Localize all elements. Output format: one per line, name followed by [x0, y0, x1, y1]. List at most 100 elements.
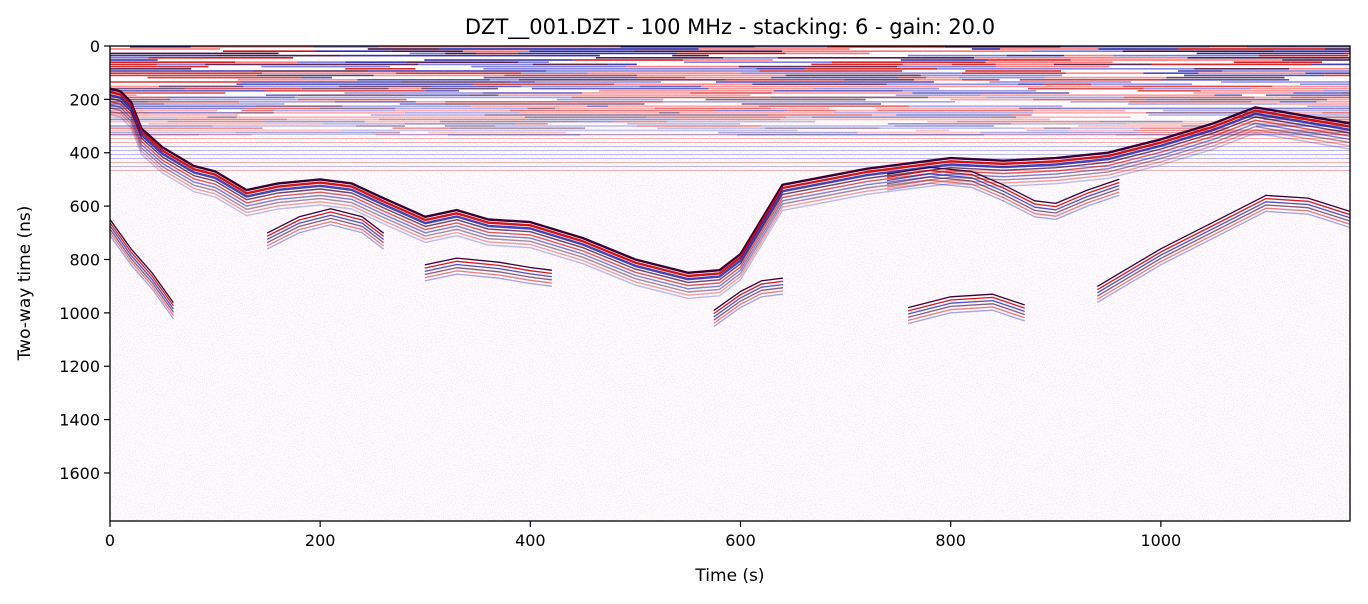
- band-segment: [787, 110, 835, 112]
- band-segment: [608, 64, 637, 66]
- band-segment: [1071, 59, 1184, 61]
- band-segment: [694, 108, 771, 110]
- band-segment: [1092, 72, 1144, 74]
- band-segment: [949, 130, 1026, 132]
- ringing-line: [110, 146, 1350, 147]
- band-segment: [257, 75, 374, 77]
- plot-area: [110, 46, 1368, 521]
- band-segment: [1215, 94, 1242, 96]
- band-segment: [952, 64, 996, 66]
- band-segment: [1316, 101, 1368, 103]
- band-segment: [1234, 61, 1259, 63]
- band-segment: [1259, 55, 1349, 57]
- band-segment: [726, 79, 815, 81]
- band-segment: [759, 70, 902, 72]
- band-segment: [773, 59, 901, 61]
- band-segment: [572, 97, 726, 99]
- band-segment: [603, 68, 757, 70]
- band-segment: [1327, 99, 1368, 101]
- band-segment: [957, 121, 1099, 123]
- x-tick-label: 1000: [1140, 531, 1181, 550]
- band-segment: [969, 116, 990, 118]
- band-segment: [834, 112, 957, 114]
- band-segment: [637, 64, 770, 66]
- band-segment: [400, 103, 445, 105]
- band-segment: [168, 97, 294, 99]
- band-segment: [358, 79, 490, 81]
- band-segment: [590, 88, 627, 90]
- band-segment: [542, 103, 645, 105]
- band-segment: [1184, 59, 1283, 61]
- band-segment: [674, 130, 798, 132]
- band-segment: [445, 103, 542, 105]
- band-segment: [614, 83, 752, 85]
- band-segment: [811, 101, 956, 103]
- band-segment: [1305, 72, 1368, 74]
- band-segment: [471, 66, 626, 68]
- band-segment: [444, 70, 547, 72]
- band-segment: [683, 59, 773, 61]
- x-tick-label: 600: [725, 531, 756, 550]
- band-segment: [1232, 66, 1368, 68]
- band-segment: [295, 97, 402, 99]
- band-segment: [510, 110, 662, 112]
- band-segment: [220, 48, 368, 50]
- band-segment: [339, 86, 432, 88]
- band-segment: [638, 77, 686, 79]
- band-segment: [1223, 86, 1272, 88]
- band-segment: [110, 79, 238, 81]
- band-segment: [787, 116, 813, 118]
- band-segment: [1293, 92, 1341, 94]
- band-segment: [110, 61, 235, 63]
- band-segment: [392, 50, 463, 52]
- band-segment: [1162, 79, 1290, 81]
- band-segment: [485, 114, 622, 116]
- band-segment: [535, 81, 661, 83]
- band-segment: [1069, 130, 1133, 132]
- band-segment: [1011, 123, 1127, 125]
- band-segment: [440, 48, 577, 50]
- band-segment: [484, 77, 638, 79]
- band-segment: [159, 86, 243, 88]
- band-segment: [898, 77, 926, 79]
- band-segment: [518, 53, 678, 55]
- band-segment: [110, 90, 265, 92]
- band-segment: [315, 50, 392, 52]
- band-segment: [829, 108, 875, 110]
- band-segment: [389, 88, 422, 90]
- band-segment: [655, 108, 694, 110]
- band-segment: [212, 53, 278, 55]
- x-tick-label: 200: [305, 531, 336, 550]
- band-segment: [647, 116, 787, 118]
- band-segment: [110, 77, 148, 79]
- band-segment: [786, 53, 870, 55]
- band-segment: [110, 70, 252, 72]
- band-segment: [577, 48, 618, 50]
- band-segment: [844, 79, 914, 81]
- band-segment: [266, 94, 298, 96]
- band-segment: [456, 55, 600, 57]
- band-segment: [1028, 88, 1144, 90]
- band-segment: [627, 123, 740, 125]
- band-segment: [614, 121, 667, 123]
- band-segment: [1054, 64, 1152, 66]
- band-segment: [635, 50, 782, 52]
- band-segment: [1144, 88, 1251, 90]
- band-segment: [909, 53, 1053, 55]
- band-segment: [699, 48, 850, 50]
- band-segment: [780, 119, 925, 121]
- band-segment: [903, 64, 952, 66]
- band-segment: [684, 61, 831, 63]
- band-segment: [637, 125, 761, 127]
- ringing-line: [110, 134, 1350, 135]
- band-segment: [520, 112, 659, 114]
- band-segment: [1123, 86, 1223, 88]
- band-segment: [136, 132, 235, 134]
- band-segment: [937, 68, 1085, 70]
- band-segment: [1339, 86, 1368, 88]
- band-segment: [786, 75, 921, 77]
- band-segment: [1113, 61, 1234, 63]
- band-segment: [880, 127, 1025, 129]
- band-segment: [1069, 92, 1193, 94]
- band-segment: [913, 92, 1070, 94]
